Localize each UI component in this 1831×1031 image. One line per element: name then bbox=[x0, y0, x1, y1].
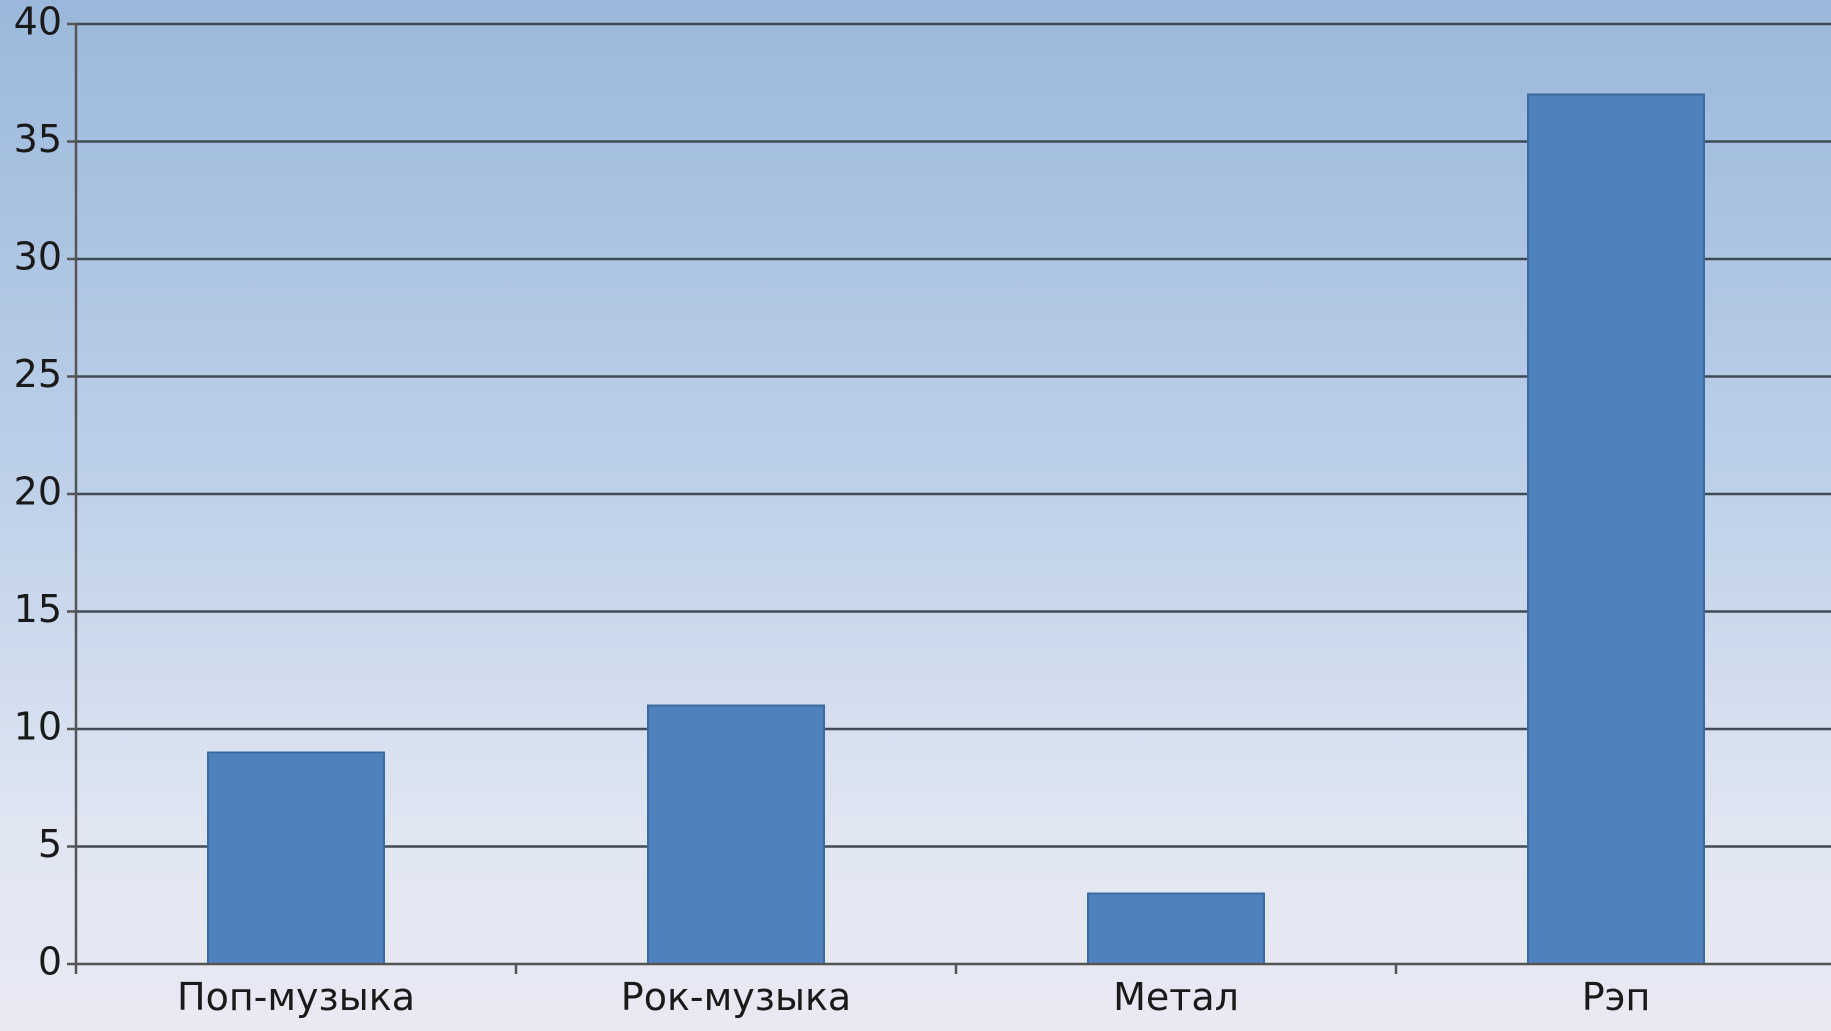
y-tick-label-40: 40 bbox=[14, 0, 62, 44]
bar-3 bbox=[1087, 892, 1265, 965]
bar-series bbox=[207, 93, 1705, 965]
y-tick-label-15: 15 bbox=[14, 587, 62, 631]
y-tick-label-25: 25 bbox=[14, 352, 62, 396]
bar-1 bbox=[207, 751, 385, 965]
y-axis-tick-labels: 0 5 10 15 20 25 30 35 40 bbox=[14, 0, 62, 984]
y-tick-label-0: 0 bbox=[38, 940, 62, 984]
bar-4 bbox=[1527, 93, 1705, 965]
x-category-label-3: Метал bbox=[1113, 975, 1239, 1019]
axes bbox=[74, 24, 1831, 966]
y-tick-label-20: 20 bbox=[14, 470, 62, 514]
y-tick-label-5: 5 bbox=[38, 822, 62, 866]
bar-2 bbox=[647, 704, 825, 965]
x-axis-category-labels: Поп-музыка Рок-музыка Метал Рэп bbox=[177, 975, 1650, 1019]
y-tick-label-10: 10 bbox=[14, 705, 62, 749]
x-category-label-1: Поп-музыка bbox=[177, 975, 415, 1019]
y-tick-label-30: 30 bbox=[14, 235, 62, 279]
x-category-label-2: Рок-музыка bbox=[621, 975, 851, 1019]
x-category-label-4: Рэп bbox=[1582, 975, 1651, 1019]
y-tick-label-35: 35 bbox=[14, 117, 62, 161]
